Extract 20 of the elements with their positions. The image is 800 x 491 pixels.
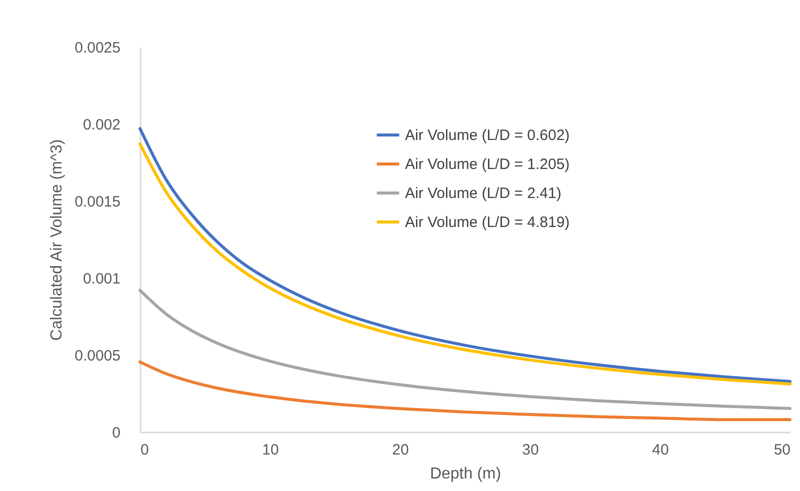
x-tick-label: 40 — [652, 442, 669, 458]
y-tick-label: 0.0005 — [74, 348, 120, 364]
x-tick-label: 50 — [774, 442, 790, 458]
y-axis-title: Calculated Air Volume (m^3) — [48, 139, 66, 341]
legend-label: Air Volume (L/D = 4.819) — [405, 214, 570, 231]
x-tick-label: 0 — [140, 442, 149, 458]
legend-label: Air Volume (L/D = 1.205) — [405, 156, 570, 173]
legend-label: Air Volume (L/D = 2.41) — [405, 185, 562, 202]
x-tick-label: 10 — [262, 442, 279, 458]
y-tick-label: 0.001 — [82, 270, 120, 288]
y-tick-label: 0.0015 — [74, 194, 120, 210]
y-tick-label: 0.002 — [82, 116, 120, 134]
line-series — [138, 288, 792, 410]
y-tick-label: 0 — [112, 424, 120, 442]
x-axis-title: Depth (m) — [430, 466, 502, 482]
x-tick-label: 20 — [392, 442, 409, 458]
line-series — [138, 360, 792, 422]
y-tick-label: 0.0025 — [74, 40, 120, 56]
legend-label: Air Volume (L/D = 0.602) — [405, 127, 570, 144]
x-tick-label: 30 — [522, 442, 539, 458]
